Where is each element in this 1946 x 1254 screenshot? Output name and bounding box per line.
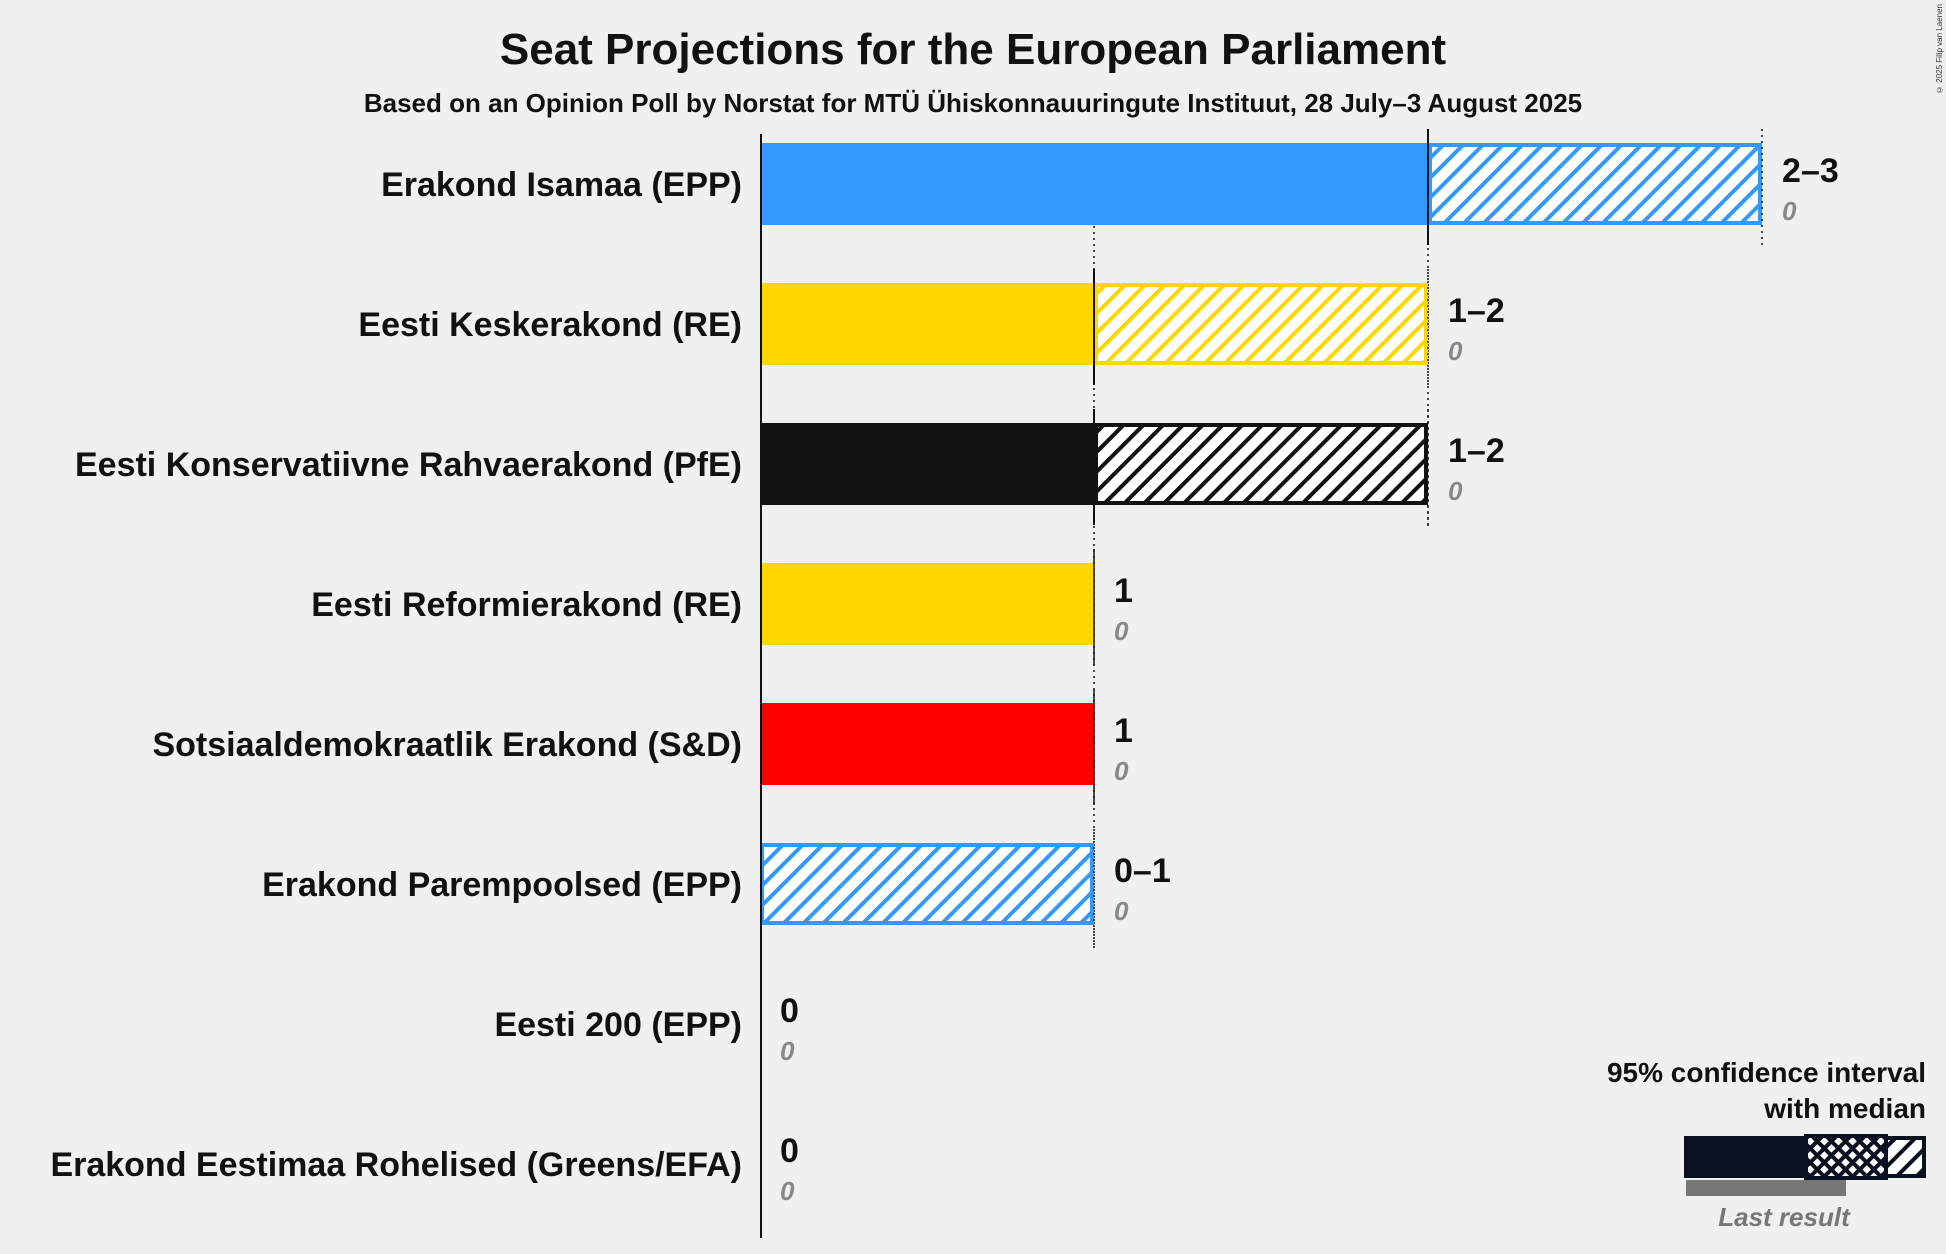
median-bar [760,563,1094,645]
party-label: Eesti Konservatiivne Rahvaerakond (PfE) [75,446,742,484]
median-bar [760,143,1428,225]
party-label: Eesti 200 (EPP) [494,1006,742,1044]
median-bar [760,283,1094,365]
range-label: 0 [780,1132,799,1170]
ci-hatch-bar [1094,423,1428,505]
range-label: 1 [1114,712,1133,750]
party-label: Erakond Eestimaa Rohelised (Greens/EFA) [50,1146,742,1184]
party-label: Erakond Isamaa (EPP) [381,166,742,204]
party-label: Erakond Parempoolsed (EPP) [262,866,742,904]
last-result-label: 0 [1114,896,1129,926]
ci-hatch-bar [1428,143,1762,225]
median-bar [760,423,1094,505]
ci-hatch-bar [760,843,1094,925]
last-result-label: 0 [1114,756,1129,786]
legend-crosshatch-swatch [1804,1134,1888,1180]
last-result-label: 0 [1448,476,1463,506]
legend-last-result-swatch [1686,1180,1846,1196]
party-label: Sotsiaaldemokraatlik Erakond (S&D) [152,726,742,764]
median-bar [760,703,1094,785]
range-label: 0–1 [1114,852,1171,890]
range-label: 2–3 [1782,152,1839,190]
party-label: Eesti Reformierakond (RE) [311,586,742,624]
last-result-label: 0 [1782,196,1797,226]
legend-last-result-label: Last result [1718,1202,1851,1232]
party-label: Eesti Keskerakond (RE) [358,306,742,344]
chart-subtitle: Based on an Opinion Poll by Norstat for … [364,88,1582,118]
bars-group: Erakond Isamaa (EPP) 2–3 0 Eesti Keskerakon… [50,129,1839,1206]
last-result-label: 0 [1448,336,1463,366]
legend-hatch-swatch [1884,1136,1926,1178]
range-label: 1 [1114,572,1133,610]
range-label: 1–2 [1448,292,1505,330]
range-label: 0 [780,992,799,1030]
range-label: 1–2 [1448,432,1505,470]
legend-solid-swatch [1684,1136,1806,1178]
legend-title-line1: 95% confidence interval [1607,1057,1926,1088]
legend-title-line2: with median [1763,1093,1926,1124]
legend: 95% confidence interval with median Last r… [1607,1057,1926,1232]
gridlines [1093,134,1429,950]
last-result-label: 0 [1114,616,1129,646]
last-result-label: 0 [780,1176,795,1206]
ci-hatch-bar [1094,283,1428,365]
last-result-label: 0 [780,1036,795,1066]
chart-title: Seat Projections for the European Parlia… [500,25,1447,74]
